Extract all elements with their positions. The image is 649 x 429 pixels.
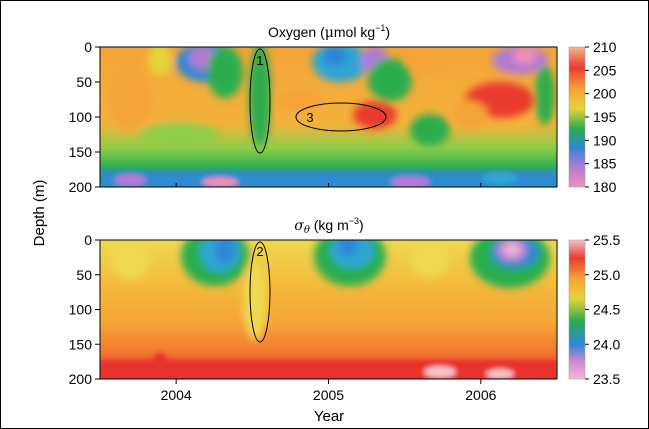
x-axis: 2004 2005 2006 — [161, 379, 497, 403]
sigma-y-axis: 0 50 100 150 200 — [69, 232, 100, 387]
oxygen-y-tick-label: 50 — [76, 74, 92, 90]
sigma-colorbar-ticks: 25.5 25.0 24.5 24.0 23.5 — [585, 232, 620, 387]
oxygen-colorbar-tick-label: 190 — [593, 132, 617, 148]
oxygen-colorbar-ticks: 210 205 200 195 190 185 180 — [585, 39, 617, 195]
sigma-colorbar-tick-label: 23.5 — [593, 371, 620, 387]
x-tick-label: 2005 — [313, 387, 344, 403]
sigma-colorbar-tick-label: 25.5 — [593, 232, 620, 248]
sigma-colorbar-tick-label: 24.5 — [593, 302, 620, 318]
oxygen-colorbar-tick-label: 185 — [593, 156, 617, 172]
oxygen-colorbar-tick-label: 195 — [593, 109, 617, 125]
annotation-label-2: 2 — [256, 244, 263, 259]
sigma-y-tick-label: 0 — [84, 232, 92, 248]
sigma-y-tick-label: 200 — [69, 371, 93, 387]
oxygen-colorbar-tick-label: 200 — [593, 86, 617, 102]
annotation-ellipse-1 — [249, 48, 271, 154]
x-axis-label: Year — [314, 408, 344, 425]
annotation-label-1: 1 — [256, 53, 263, 68]
oxygen-y-tick-label: 200 — [69, 179, 93, 195]
oxygen-y-tick-label: 100 — [69, 109, 93, 125]
x-tick-label: 2006 — [465, 387, 496, 403]
oxygen-heatmap — [100, 47, 557, 187]
annotation-ellipse-3 — [295, 102, 387, 132]
sigma-heatmap — [100, 240, 557, 379]
annotation-label-3: 3 — [306, 110, 313, 125]
sigma-colorbar-tick-label: 24.0 — [593, 336, 620, 352]
oxygen-colorbar-tick-label: 210 — [593, 39, 617, 55]
y-axis-label: Depth (m) — [31, 180, 48, 247]
sigma-y-tick-label: 50 — [76, 267, 92, 283]
annotation-ellipse-2 — [249, 241, 271, 343]
sigma-y-tick-label: 150 — [69, 336, 93, 352]
oxygen-colorbar-tick-label: 180 — [593, 179, 617, 195]
oxygen-y-tick-label: 0 — [84, 39, 92, 55]
oxygen-colorbar-tick-label: 205 — [593, 62, 617, 78]
oxygen-title: Oxygen (μmol kg−1) — [268, 23, 390, 41]
oxygen-colorbar — [568, 46, 586, 188]
oxygen-y-axis: 0 50 100 150 200 — [69, 39, 482, 195]
sigma-colorbar — [568, 239, 586, 380]
sigma-y-tick-label: 100 — [69, 302, 93, 318]
sigma-title: σθ (kg m−3) — [294, 216, 363, 236]
oxygen-y-tick-label: 150 — [69, 144, 93, 160]
sigma-colorbar-tick-label: 25.0 — [593, 267, 620, 283]
x-tick-label: 2004 — [161, 387, 192, 403]
